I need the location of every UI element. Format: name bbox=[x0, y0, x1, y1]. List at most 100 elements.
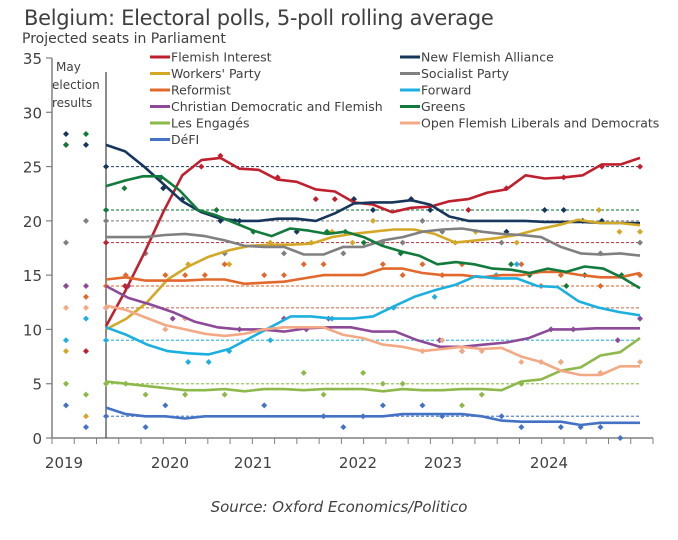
result-dot bbox=[83, 141, 89, 148]
poll-dot bbox=[121, 185, 128, 192]
poll-dot bbox=[617, 435, 624, 441]
x-tick-label: 2019 bbox=[45, 454, 83, 472]
poll-dot bbox=[213, 207, 220, 213]
y-tick-label: 5 bbox=[32, 376, 42, 394]
result-dot bbox=[63, 141, 69, 148]
x-tick-label: 2024 bbox=[530, 454, 568, 472]
y-tick-label: 25 bbox=[23, 159, 42, 177]
y-tick-label: 0 bbox=[32, 430, 42, 448]
poll-dot bbox=[597, 424, 604, 431]
poll-dot bbox=[320, 261, 327, 268]
result-dot bbox=[83, 315, 89, 322]
result-dot bbox=[63, 380, 69, 387]
series-line-les-engag-s bbox=[105, 337, 641, 393]
poll-dot bbox=[226, 261, 233, 268]
poll-dot bbox=[498, 239, 505, 246]
poll-dot bbox=[312, 196, 319, 203]
legend-label: Workers' Party bbox=[171, 66, 262, 81]
poll-dot bbox=[439, 337, 446, 344]
poll-dot bbox=[281, 250, 287, 257]
annotation-line-2: election bbox=[52, 78, 100, 92]
legend-label: Les Engagés bbox=[171, 116, 249, 131]
poll-dot bbox=[185, 359, 192, 365]
x-tick-label: 2023 bbox=[424, 454, 462, 472]
x-tick-label: 2021 bbox=[234, 454, 272, 472]
poll-dot bbox=[267, 337, 274, 344]
election-dot bbox=[103, 239, 109, 246]
result-dot bbox=[83, 293, 89, 300]
legend-label: Open Flemish Liberals and Democrats bbox=[421, 116, 659, 131]
series-line-socialist-party bbox=[106, 227, 641, 257]
poll-dot bbox=[300, 261, 307, 268]
chart-title: Belgium: Electoral polls, 5-poll rolling… bbox=[24, 6, 494, 30]
series-line-d-fi bbox=[105, 406, 640, 427]
result-dot bbox=[83, 283, 89, 289]
poll-dot bbox=[379, 402, 386, 409]
poll-dot bbox=[340, 424, 347, 431]
poll-dot bbox=[498, 413, 505, 420]
legend-label: DéFI bbox=[171, 132, 199, 147]
y-tick-label: 20 bbox=[23, 213, 42, 231]
poll-dot bbox=[261, 272, 268, 279]
poll-dot bbox=[349, 239, 356, 246]
election-dot bbox=[103, 413, 109, 420]
poll-dot bbox=[399, 272, 406, 279]
poll-dot bbox=[614, 337, 621, 344]
y-tick-label: 35 bbox=[23, 50, 42, 68]
y-tick-label: 30 bbox=[23, 104, 42, 122]
poll-dot bbox=[399, 239, 406, 246]
result-dot bbox=[63, 131, 69, 137]
series-line-christian-democratic-and-flemish bbox=[105, 284, 640, 349]
result-dot bbox=[83, 424, 89, 431]
result-dot bbox=[63, 348, 69, 355]
poll-dot bbox=[637, 239, 643, 246]
series-lines bbox=[104, 143, 641, 427]
legend-label: Greens bbox=[421, 99, 465, 114]
poll-dot bbox=[320, 391, 327, 398]
x-tick-label: 2020 bbox=[151, 454, 189, 472]
poll-dot bbox=[399, 380, 406, 387]
result-dot bbox=[63, 283, 69, 289]
poll-dot bbox=[169, 315, 176, 322]
poll-dot bbox=[427, 207, 434, 213]
poll-dot bbox=[419, 402, 426, 409]
legend-label: Christian Democratic and Flemish bbox=[171, 99, 383, 114]
poll-dot bbox=[261, 402, 268, 409]
result-dot bbox=[83, 348, 89, 355]
election-dot bbox=[103, 207, 109, 213]
poll-dot bbox=[616, 228, 623, 235]
poll-dot bbox=[162, 402, 169, 409]
poll-dot bbox=[198, 163, 205, 170]
poll-dot bbox=[201, 272, 208, 279]
poll-dot bbox=[370, 207, 376, 213]
x-tick-label: 2022 bbox=[339, 454, 377, 472]
source-note: Source: Oxford Economics/Politico bbox=[210, 498, 468, 516]
poll-dot bbox=[541, 207, 548, 213]
series-line-open-flemish-liberals-and-democrats bbox=[105, 304, 640, 377]
result-dot bbox=[83, 217, 89, 224]
result-dot bbox=[63, 304, 69, 311]
poll-dot bbox=[557, 359, 564, 365]
legend-label: New Flemish Alliance bbox=[421, 50, 554, 65]
result-dot bbox=[83, 413, 89, 420]
poll-dot bbox=[142, 391, 149, 398]
poll-dot bbox=[465, 207, 472, 213]
poll-dot bbox=[221, 391, 228, 398]
poll-dot bbox=[182, 391, 189, 398]
y-tick-label: 15 bbox=[23, 267, 42, 285]
legend-label: Flemish Interest bbox=[171, 50, 272, 65]
series-line-reformist bbox=[105, 267, 641, 286]
election-dot bbox=[103, 337, 109, 344]
poll-dot bbox=[360, 239, 367, 246]
poll-dot bbox=[459, 402, 465, 409]
series-line-workers-party bbox=[105, 218, 641, 331]
poll-dot bbox=[281, 272, 287, 279]
chart-subtitle: Projected seats in Parliament bbox=[22, 31, 226, 47]
poll-dot bbox=[637, 228, 643, 235]
election-dot bbox=[103, 217, 109, 224]
poll-dot bbox=[459, 348, 465, 355]
result-dot bbox=[83, 304, 89, 311]
poll-dot bbox=[419, 217, 426, 224]
poll-dot bbox=[595, 207, 602, 213]
